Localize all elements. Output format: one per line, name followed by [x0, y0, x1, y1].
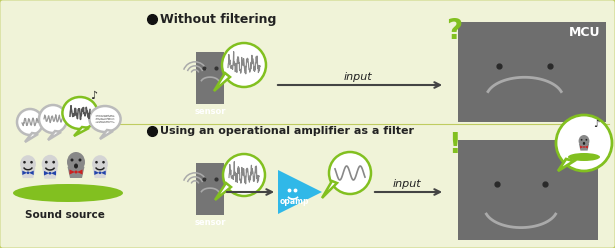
Polygon shape [29, 171, 34, 175]
Text: !: ! [448, 131, 460, 159]
Polygon shape [580, 146, 584, 149]
Polygon shape [51, 171, 56, 176]
Polygon shape [214, 73, 230, 91]
Polygon shape [48, 131, 61, 140]
Circle shape [581, 139, 582, 141]
Polygon shape [585, 146, 588, 149]
Ellipse shape [13, 184, 123, 202]
Polygon shape [77, 169, 82, 175]
Text: Without filtering: Without filtering [160, 12, 276, 26]
Ellipse shape [579, 135, 589, 147]
Polygon shape [215, 183, 231, 200]
Ellipse shape [17, 109, 43, 135]
Text: sensor: sensor [194, 107, 226, 116]
FancyBboxPatch shape [196, 52, 224, 104]
Polygon shape [278, 170, 322, 214]
Text: Sound source: Sound source [25, 210, 105, 220]
Polygon shape [100, 130, 113, 139]
FancyBboxPatch shape [196, 163, 224, 215]
Text: input: input [393, 179, 421, 189]
Text: opamp: opamp [279, 196, 309, 206]
Polygon shape [42, 168, 58, 179]
Circle shape [30, 161, 33, 164]
Text: ?: ? [446, 17, 462, 45]
Ellipse shape [329, 152, 371, 194]
Ellipse shape [42, 155, 58, 173]
Circle shape [74, 171, 77, 174]
Polygon shape [579, 144, 589, 151]
Ellipse shape [583, 142, 585, 145]
Ellipse shape [39, 105, 67, 133]
Text: sensor: sensor [194, 218, 226, 227]
Polygon shape [25, 133, 38, 142]
Circle shape [583, 146, 585, 148]
Polygon shape [22, 171, 27, 175]
Text: input: input [344, 72, 372, 82]
Circle shape [23, 161, 26, 164]
Polygon shape [101, 171, 106, 175]
Polygon shape [322, 181, 337, 198]
Polygon shape [69, 169, 75, 175]
Ellipse shape [67, 152, 85, 172]
Ellipse shape [62, 97, 98, 129]
Circle shape [45, 161, 48, 163]
Ellipse shape [89, 106, 121, 132]
Text: MCU: MCU [560, 145, 592, 157]
FancyBboxPatch shape [458, 22, 606, 122]
Polygon shape [558, 159, 574, 171]
Polygon shape [68, 167, 84, 178]
Text: Using an operational amplifier as a filter: Using an operational amplifier as a filt… [160, 126, 414, 136]
Polygon shape [74, 127, 89, 136]
Ellipse shape [92, 155, 108, 173]
Circle shape [26, 171, 30, 174]
Circle shape [49, 172, 52, 175]
Text: ♪: ♪ [593, 119, 599, 129]
Ellipse shape [568, 153, 600, 161]
Ellipse shape [74, 163, 78, 168]
Circle shape [79, 158, 82, 161]
Polygon shape [44, 171, 49, 176]
Text: MCU: MCU [568, 27, 600, 39]
Polygon shape [94, 171, 99, 175]
Ellipse shape [20, 155, 36, 173]
Circle shape [98, 171, 101, 174]
Circle shape [556, 115, 612, 171]
Polygon shape [92, 168, 108, 178]
Circle shape [52, 161, 55, 163]
Circle shape [71, 158, 74, 161]
Polygon shape [20, 168, 36, 178]
Ellipse shape [223, 154, 265, 196]
Circle shape [102, 161, 105, 164]
FancyBboxPatch shape [458, 140, 598, 240]
Text: ♪: ♪ [90, 91, 98, 101]
Ellipse shape [222, 43, 266, 87]
Circle shape [585, 139, 587, 141]
Circle shape [95, 161, 98, 164]
